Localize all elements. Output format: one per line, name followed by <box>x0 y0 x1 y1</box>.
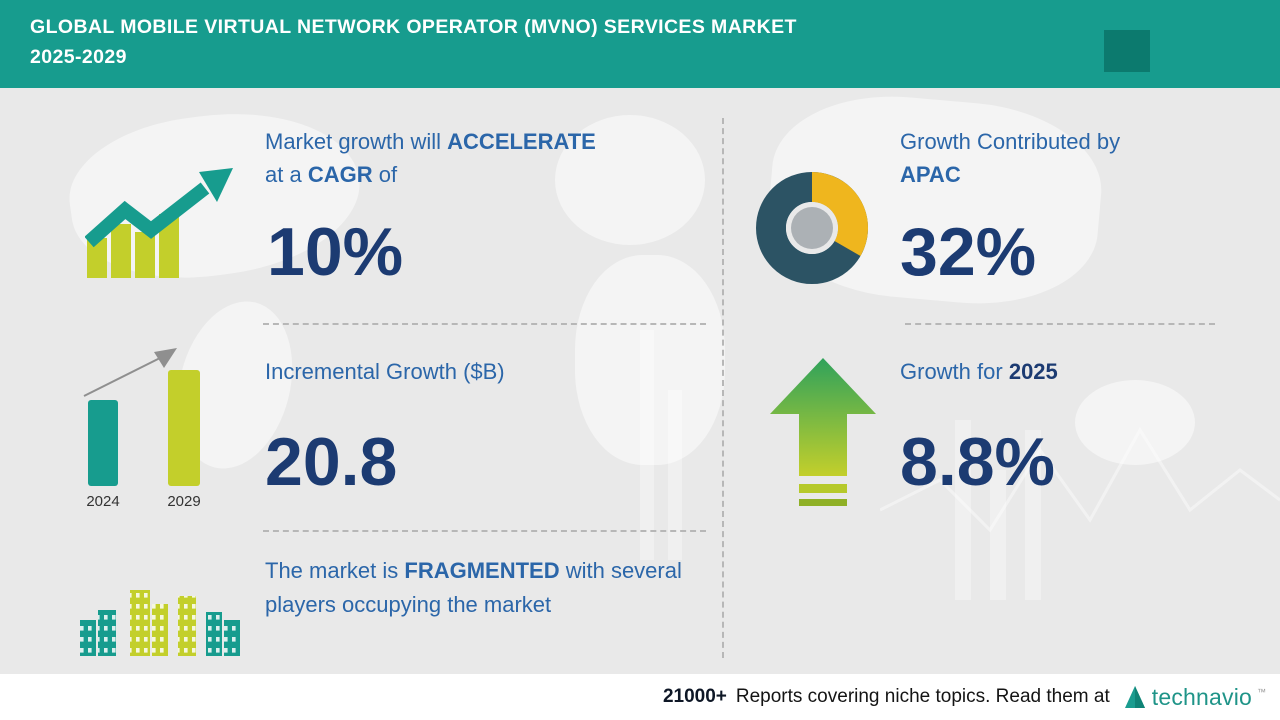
incremental-growth-bars-icon: 2024 2029 <box>83 348 201 510</box>
waveform-watermark <box>880 427 1280 533</box>
technavio-logo: technavio ™ <box>1123 684 1266 711</box>
apac-label: Growth Contributed by APAC <box>900 125 1120 191</box>
cagr-label: Market growth will ACCELERATE at a CAGR … <box>265 125 596 191</box>
divider-right-1 <box>905 323 1215 325</box>
fragmented-label: The market is FRAGMENTED with several pl… <box>265 554 685 622</box>
city-buildings-icon <box>80 590 240 656</box>
growth-2025-label-text: Growth for <box>900 359 1003 384</box>
incremental-growth-label: Incremental Growth ($B) <box>265 359 505 384</box>
growth-2025-value: 8.8% <box>900 424 1055 500</box>
year-right-label: 2029 <box>167 493 200 510</box>
donut-chart-icon <box>756 172 868 284</box>
cagr-label-normal2: at a <box>265 162 308 187</box>
cagr-label-bold1: ACCELERATE <box>447 129 596 154</box>
apac-value: 32% <box>900 214 1037 290</box>
footer-text: Reports covering niche topics. Read them… <box>735 686 1110 707</box>
header-banner: GLOBAL MOBILE VIRTUAL NETWORK OPERATOR (… <box>0 0 1280 88</box>
divider-left-1 <box>263 323 706 325</box>
apac-label-bold: APAC <box>900 162 961 187</box>
fragmented-normal2: with several players occupying the marke… <box>265 558 682 617</box>
fragmented-normal1: The market is <box>265 558 405 583</box>
incremental-growth-value: 20.8 <box>265 424 398 500</box>
year-left-label: 2024 <box>86 493 119 510</box>
cagr-label-bold2: CAGR <box>307 162 373 187</box>
up-arrow-icon <box>770 358 876 506</box>
footer-bar: 21000+ Reports covering niche topics. Re… <box>0 674 1280 720</box>
growth-2025-label: Growth for 2025 <box>900 355 1058 388</box>
cagr-label-normal1: Market growth will <box>265 129 448 154</box>
growth-line-chart-icon <box>85 168 233 278</box>
divider-left-2 <box>263 530 706 532</box>
header-accent-block <box>1104 30 1150 72</box>
page-title-line1: GLOBAL MOBILE VIRTUAL NETWORK OPERATOR (… <box>30 16 797 38</box>
trademark-symbol: ™ <box>1257 686 1266 697</box>
divider-vertical <box>722 118 724 658</box>
reports-count: 21000+ <box>662 686 727 707</box>
technavio-triangle-icon <box>1124 686 1145 708</box>
cagr-label-normal3: of <box>372 162 398 187</box>
apac-label-line1: Growth Contributed by <box>900 129 1121 154</box>
growth-2025-year: 2025 <box>1008 359 1058 384</box>
cagr-value: 10% <box>267 214 404 290</box>
technavio-wordmark: technavio <box>1151 683 1252 710</box>
page-title-line2: 2025-2029 <box>30 46 127 68</box>
fragmented-bold: FRAGMENTED <box>404 558 560 583</box>
